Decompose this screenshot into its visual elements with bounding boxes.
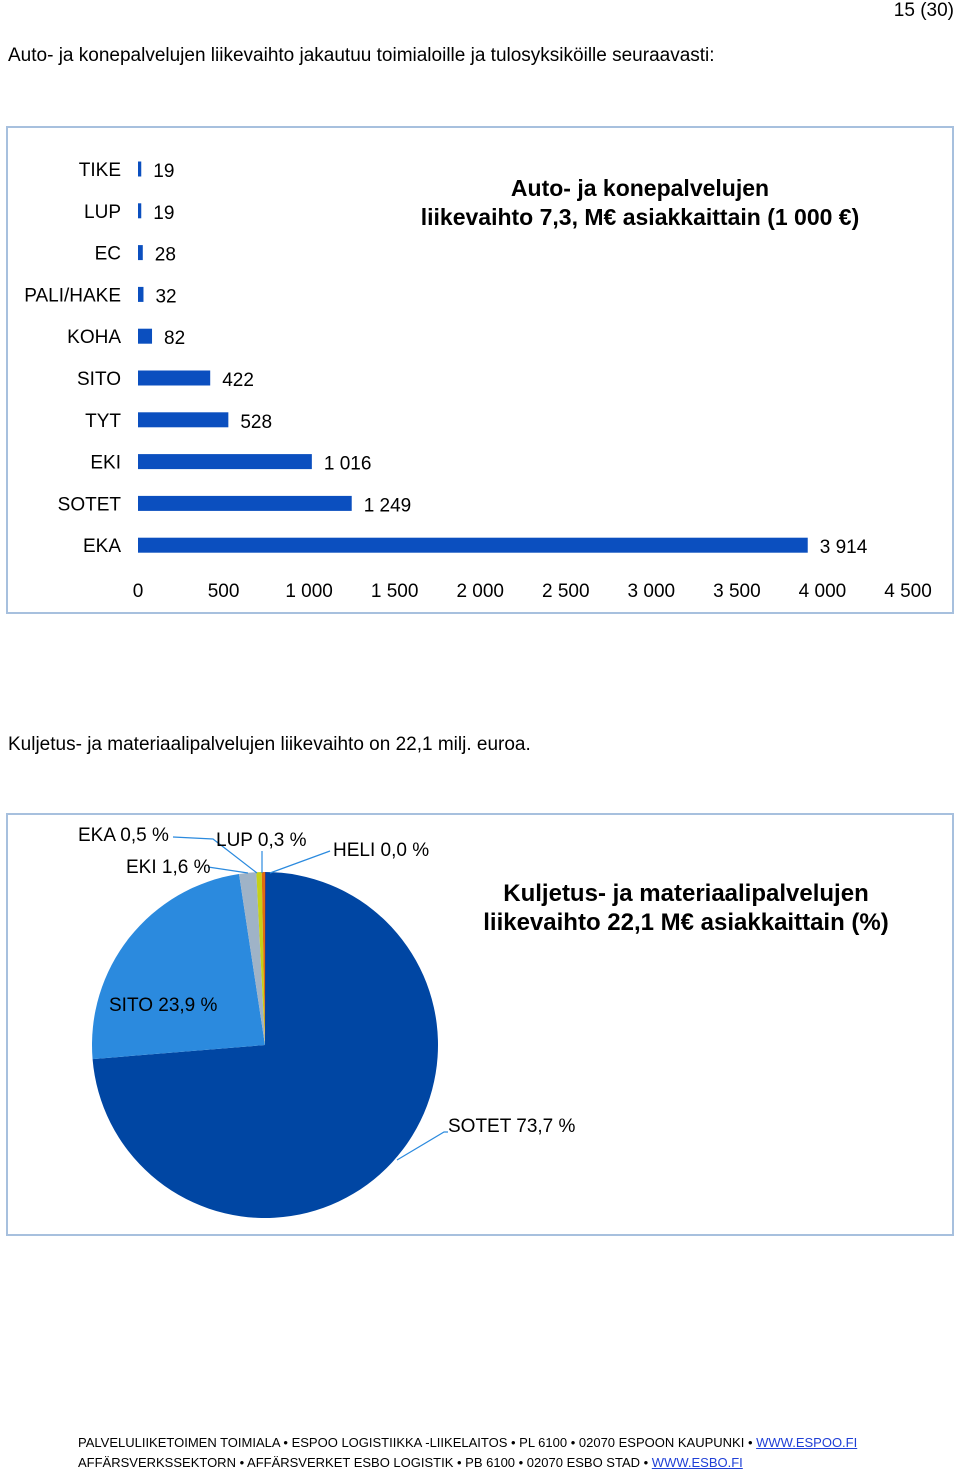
bar-value-label: 422 xyxy=(222,370,254,391)
bar-category-label: EKA xyxy=(83,536,121,557)
footer-line-1: PALVELULIIKETOIMEN TOIMIALA • ESPOO LOGI… xyxy=(78,1435,857,1450)
footer-text-2: AFFÄRSVERKSSEKTORN • AFFÄRSVERKET ESBO L… xyxy=(78,1455,652,1470)
footer-line-2: AFFÄRSVERKSSEKTORN • AFFÄRSVERKET ESBO L… xyxy=(78,1455,743,1470)
bar-value-label: 32 xyxy=(155,286,176,307)
bar-value-label: 1 016 xyxy=(324,454,372,475)
footer-link-esbo[interactable]: WWW.ESBO.FI xyxy=(651,1455,743,1470)
bar xyxy=(138,161,142,177)
bar-category-label: TYT xyxy=(85,411,121,432)
bar xyxy=(138,412,229,428)
bar xyxy=(138,328,153,344)
pie-slice xyxy=(239,872,265,1045)
bar-category-label: LUP xyxy=(84,202,121,223)
second-paragraph: Kuljetus- ja materiaalipalvelujen liikev… xyxy=(8,734,531,755)
bar-chart-panel: Auto- ja konepalvelujen liikevaihto 7,3, … xyxy=(6,126,954,614)
bar-chart: Auto- ja konepalvelujen liikevaihto 7,3, … xyxy=(24,160,932,602)
bar-value-label: 28 xyxy=(155,245,176,266)
bar-category-label: PALI/HAKE xyxy=(24,285,121,306)
pie-chart: Kuljetus- ja materiaalipalvelujen liikeva… xyxy=(78,825,889,1218)
bar xyxy=(138,370,211,386)
bar-value-label: 82 xyxy=(164,328,185,349)
pie-slice xyxy=(92,873,265,1060)
x-tick-label: 1 000 xyxy=(285,581,333,602)
bar-value-label: 528 xyxy=(240,412,272,433)
bar xyxy=(138,286,144,302)
bar xyxy=(138,203,142,219)
pie-slice xyxy=(92,872,439,1218)
x-tick-label: 1 500 xyxy=(371,581,419,602)
bar-category-label: EKI xyxy=(90,453,121,474)
x-tick-label: 4 500 xyxy=(884,581,932,602)
pie-slice-label: EKI 1,6 % xyxy=(126,857,211,878)
x-tick-label: 0 xyxy=(133,581,144,602)
bar-category-label: SITO xyxy=(77,369,121,390)
x-tick-label: 2 000 xyxy=(456,581,504,602)
x-tick-label: 3 000 xyxy=(628,581,676,602)
x-tick-label: 500 xyxy=(208,581,240,602)
bar xyxy=(138,454,312,470)
bar-value-label: 3 914 xyxy=(820,537,868,558)
page-number: 15 (30) xyxy=(893,0,954,21)
pie-chart-title: Kuljetus- ja materiaalipalvelujen liikeva… xyxy=(483,880,889,936)
bar-value-label: 1 249 xyxy=(364,495,412,516)
bar-chart-title: Auto- ja konepalvelujen liikevaihto 7,3, … xyxy=(421,175,860,230)
bar-category-label: TIKE xyxy=(79,160,121,181)
pie-leader-line xyxy=(396,1131,448,1161)
bar-category-label: SOTET xyxy=(58,494,122,515)
x-tick-label: 3 500 xyxy=(713,581,761,602)
bar-category-label: KOHA xyxy=(67,327,121,348)
bar-value-label: 19 xyxy=(153,161,174,182)
pie-slice-label: SITO 23,9 % xyxy=(109,995,218,1016)
footer-link-espoo[interactable]: WWW.ESPOO.FI xyxy=(756,1435,858,1450)
pie-slice-label: LUP 0,3 % xyxy=(216,830,307,851)
bar xyxy=(138,495,352,511)
pie-leader-line xyxy=(269,850,331,874)
pie-slice-label: EKA 0,5 % xyxy=(78,825,169,846)
intro-paragraph: Auto- ja konepalvelujen liikevaihto jaka… xyxy=(8,45,715,66)
pie-slice xyxy=(256,872,265,1045)
pie-slice xyxy=(261,872,265,1045)
bar-value-label: 19 xyxy=(153,203,174,224)
pie-slice-label: SOTET 73,7 % xyxy=(448,1116,576,1137)
bar xyxy=(138,537,808,553)
x-tick-label: 4 000 xyxy=(799,581,847,602)
bar xyxy=(138,245,143,261)
footer-text-1: PALVELULIIKETOIMEN TOIMIALA • ESPOO LOGI… xyxy=(78,1435,757,1450)
pie-leader-line xyxy=(207,866,249,874)
pie-leader-line xyxy=(172,836,258,874)
bar-category-label: EC xyxy=(95,244,121,265)
x-tick-label: 2 500 xyxy=(542,581,590,602)
pie-chart-panel: Kuljetus- ja materiaalipalvelujen liikeva… xyxy=(6,813,954,1236)
pie-slice-label: HELI 0,0 % xyxy=(333,840,429,861)
